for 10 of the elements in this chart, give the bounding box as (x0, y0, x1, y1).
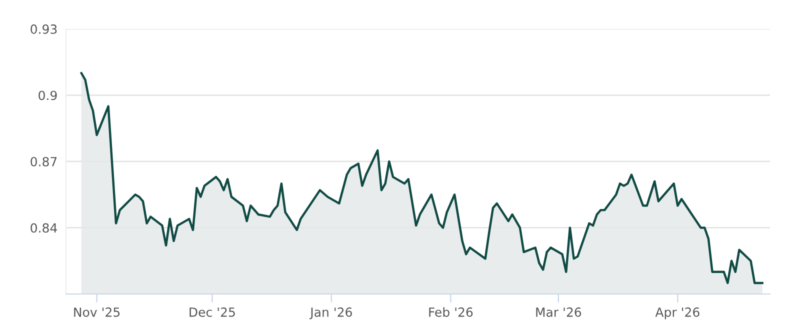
y-tick-label: 0.87 (30, 156, 57, 166)
x-tick-label: Apr '26 (655, 307, 700, 320)
x-tick-label: Mar '26 (536, 307, 582, 317)
y-tick-label: 0.93 (30, 24, 57, 34)
x-tick-label: Feb '26 (429, 307, 473, 317)
x-tick-label: Nov '25 (74, 307, 120, 317)
y-tick-label: 0.9 (38, 90, 57, 100)
y-tick-label: 0.84 (30, 223, 57, 233)
x-tick-label: Dec '25 (190, 307, 235, 317)
x-tick-label: Jan '26 (310, 307, 352, 320)
